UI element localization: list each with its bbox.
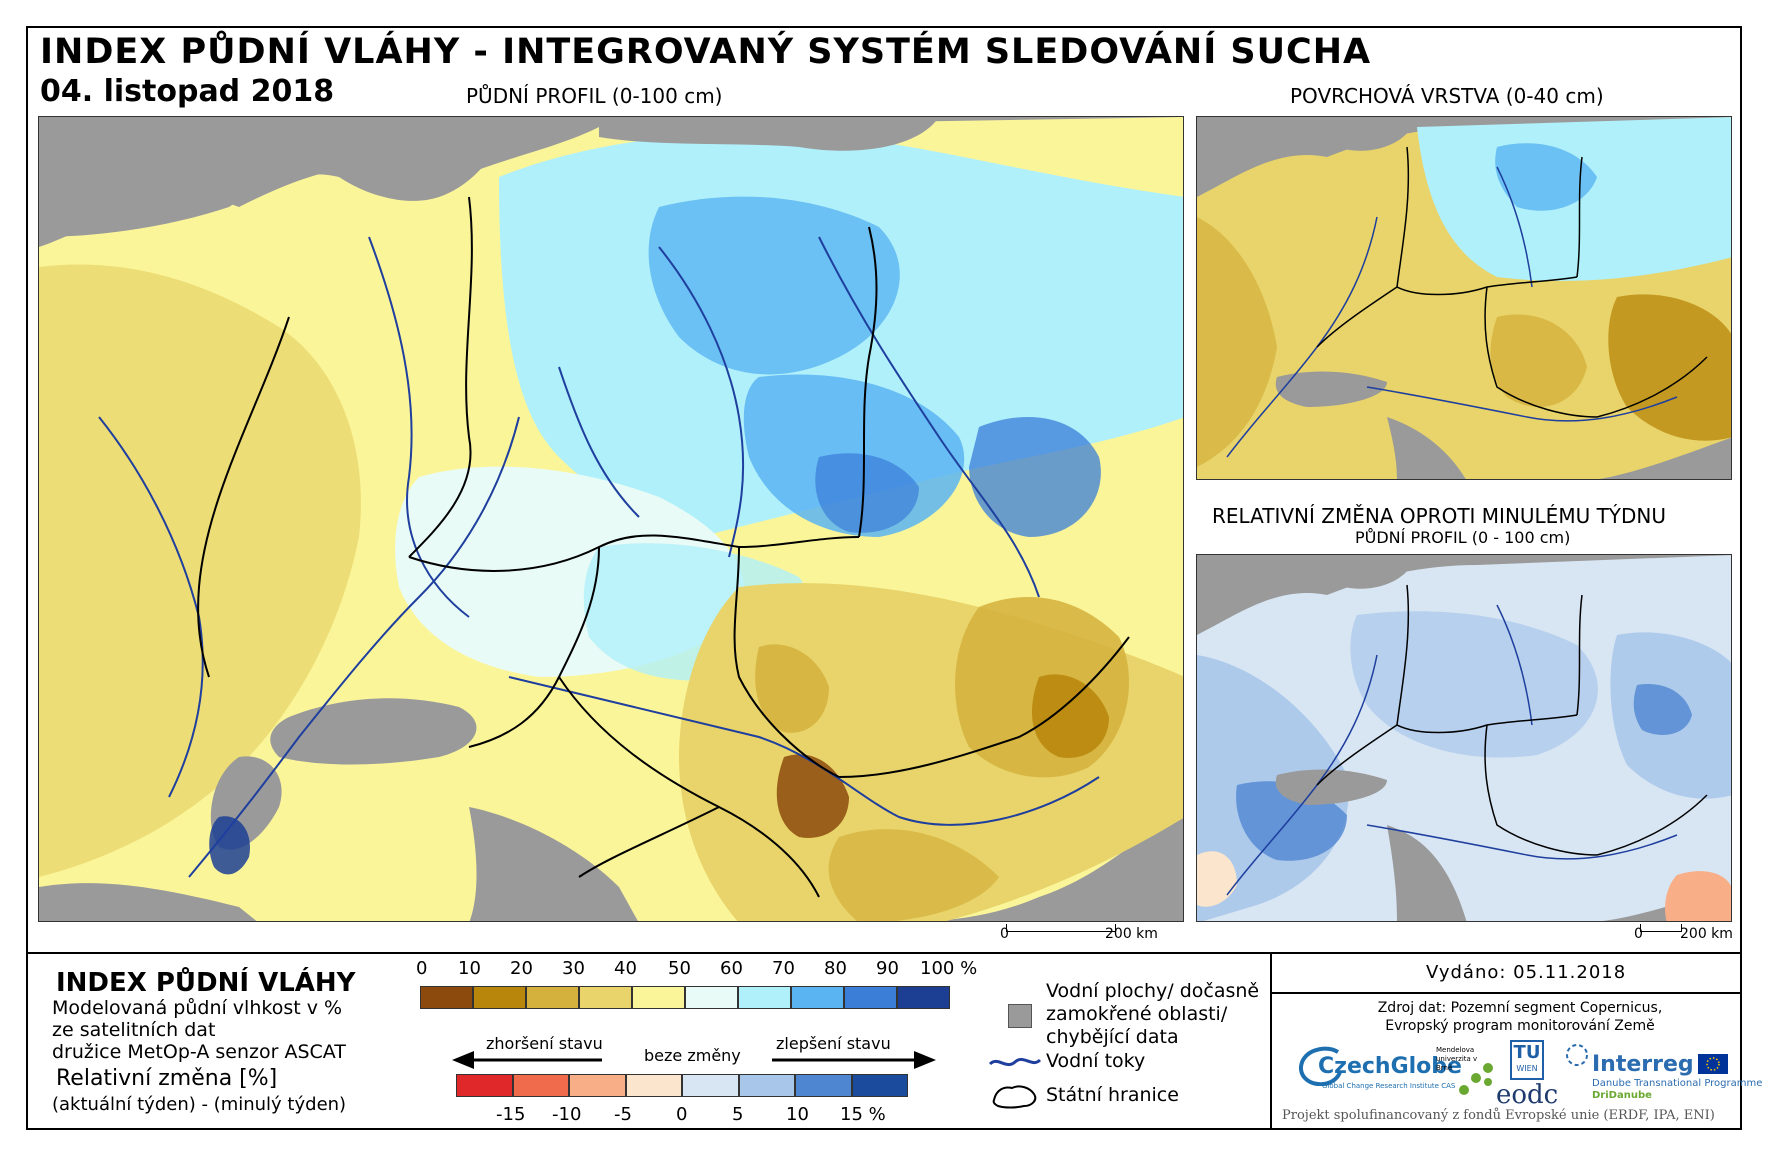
tu-logo-text: TU [1513, 1042, 1541, 1063]
project-footer: Projekt spolufinancovaný z fondů Evropsk… [1282, 1108, 1715, 1123]
color-swatch [526, 986, 579, 1009]
color-swatch [851, 1074, 908, 1097]
tu-wien-logo: TU WIEN [1510, 1040, 1544, 1080]
color-swatch [795, 1074, 852, 1097]
better-label: zlepšení stavu [776, 1034, 891, 1053]
eodc-logo: eodc [1496, 1080, 1559, 1110]
river-icon [988, 1057, 1042, 1067]
color-swatch [791, 986, 844, 1009]
main-scale-zero: 0 [1000, 926, 1009, 942]
index-color-scale [420, 986, 950, 1009]
color-swatch [473, 986, 526, 1009]
main-map-svg [39, 117, 1183, 921]
outer-frame [26, 26, 1742, 1130]
interreg-sub2: DriDanube [1592, 1090, 1652, 1101]
color-swatch [738, 1074, 795, 1097]
surface-map-svg [1197, 117, 1731, 479]
legend-top-divider [26, 952, 1742, 954]
nochange-label: beze změny [644, 1046, 741, 1065]
legend-change-title: Relativní změna [%] [56, 1066, 278, 1091]
czechglobe-logo-icon [1299, 1046, 1342, 1086]
change-tick: -15 [496, 1104, 526, 1125]
color-swatch [685, 986, 738, 1009]
change-tick: 5 [732, 1104, 744, 1125]
color-swatch [625, 1074, 682, 1097]
legend-change-desc: (aktuální týden) - (minulý týden) [52, 1094, 347, 1115]
color-swatch [569, 1074, 626, 1097]
issued-divider [1270, 992, 1742, 994]
color-swatch [632, 986, 685, 1009]
color-swatch [579, 986, 632, 1009]
water-label-1: Vodní plochy/ dočasně [1046, 980, 1260, 1002]
change-tick: -5 [614, 1104, 632, 1125]
main-map[interactable] [38, 116, 1184, 922]
color-swatch [738, 986, 791, 1009]
change-map-subtitle: PŮDNÍ PROFIL (0 - 100 cm) [1355, 528, 1571, 547]
change-map[interactable] [1196, 554, 1732, 922]
water-label-3: chybějící data [1046, 1026, 1179, 1048]
worse-label: zhoršení stavu [486, 1034, 603, 1053]
czechglobe-sub: Global Change Research Institute CAS [1322, 1082, 1456, 1090]
index-tick: 0 [416, 958, 428, 979]
index-tick: 40 [614, 958, 637, 979]
change-tick-labels: -15 -10 -5 0 5 10 15 % [456, 1104, 936, 1126]
color-swatch [420, 986, 473, 1009]
legend-desc-line3: družice MetOp-A senzor ASCAT [52, 1041, 346, 1063]
small-scale-value: 200 km [1680, 926, 1733, 942]
index-tick: 100 % [920, 958, 978, 979]
color-swatch [512, 1074, 569, 1097]
mendel-dots-icon [1459, 1063, 1493, 1095]
czechglobe-logo: CzechGlobe [1318, 1054, 1462, 1079]
interreg-logo: Interreg [1592, 1052, 1694, 1077]
color-swatch [844, 986, 897, 1009]
water-swatch [1008, 1004, 1032, 1028]
change-tick: 15 % [840, 1104, 886, 1125]
change-map-title: RELATIVNÍ ZMĚNA OPROTI MINULÉMU TÝDNU [1212, 504, 1667, 528]
rivers-label: Vodní toky [1046, 1050, 1146, 1072]
main-scale-value: 200 km [1105, 926, 1158, 942]
page-title: INDEX PŮDNÍ VLÁHY - INTEGROVANÝ SYSTÉM S… [40, 32, 1372, 72]
index-tick: 80 [824, 958, 847, 979]
border-icon [992, 1085, 1037, 1109]
issued-date: Vydáno: 05.11.2018 [1426, 962, 1627, 983]
change-map-svg [1197, 555, 1731, 921]
main-scale-bar [1006, 924, 1116, 932]
surface-map-title: POVRCHOVÁ VRSTVA (0-40 cm) [1290, 84, 1604, 108]
legend-desc-line2: ze satelitních dat [52, 1019, 216, 1041]
change-color-scale [456, 1074, 908, 1097]
index-tick: 70 [772, 958, 795, 979]
color-swatch [456, 1074, 513, 1097]
change-tick: -10 [552, 1104, 582, 1125]
legend-title: INDEX PŮDNÍ VLÁHY [56, 968, 356, 998]
change-tick: 10 [786, 1104, 809, 1125]
color-swatch [897, 986, 950, 1009]
source-line2: Evropský program monitorování Země [1385, 1018, 1655, 1034]
index-tick: 50 [668, 958, 691, 979]
legend-right-divider [1270, 952, 1272, 1130]
eu-flag-icon [1698, 1054, 1728, 1074]
small-scale-bar [1640, 924, 1682, 932]
small-scale-zero: 0 [1634, 926, 1643, 942]
color-swatch [682, 1074, 739, 1097]
change-tick: 0 [676, 1104, 688, 1125]
index-tick: 30 [562, 958, 585, 979]
index-tick: 10 [458, 958, 481, 979]
water-label-2: zamokřené oblasti/ [1046, 1003, 1228, 1025]
source-line1: Zdroj dat: Pozemní segment Copernicus, [1377, 1000, 1663, 1016]
index-tick: 90 [876, 958, 899, 979]
surface-map[interactable] [1196, 116, 1732, 480]
tu-logo-sub: WIEN [1516, 1064, 1538, 1073]
index-tick: 20 [510, 958, 533, 979]
page-date: 04. listopad 2018 [40, 74, 335, 109]
borders-label: Státní hranice [1046, 1084, 1179, 1106]
main-map-title: PŮDNÍ PROFIL (0-100 cm) [466, 84, 723, 108]
change-arrows-icon [452, 1051, 936, 1069]
index-tick: 60 [720, 958, 743, 979]
mendel-logo: Mendelova univerzita v Brně [1436, 1046, 1478, 1072]
interreg-swirl-icon [1566, 1044, 1588, 1066]
interreg-sub1: Danube Transnational Programme [1592, 1078, 1763, 1089]
legend-desc-line1: Modelovaná půdní vlhkost v % [52, 997, 343, 1019]
index-tick-labels: 0 10 20 30 40 50 60 70 80 90 100 % [410, 958, 977, 982]
